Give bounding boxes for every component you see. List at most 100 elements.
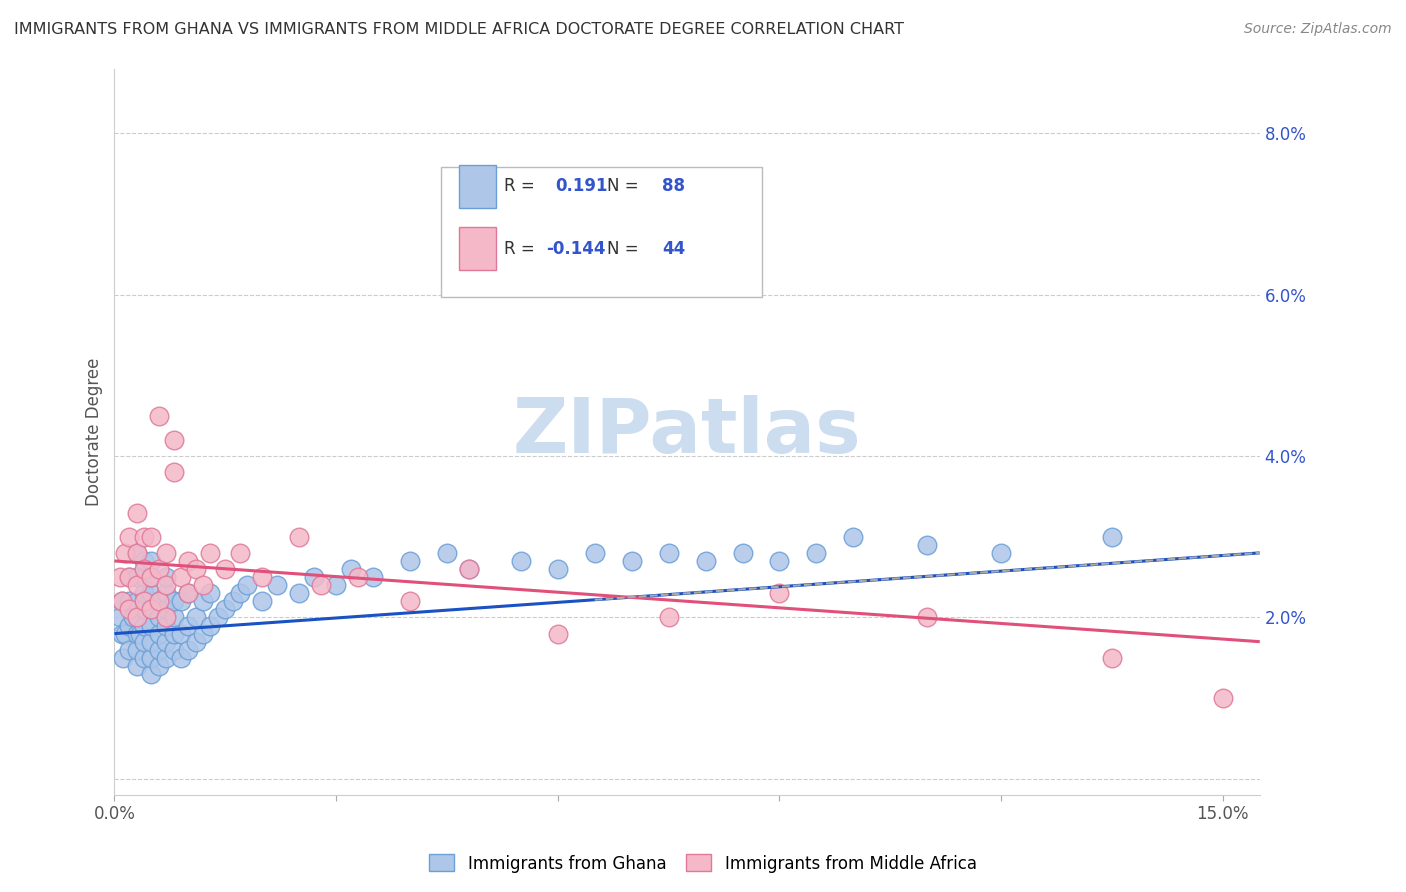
Point	[125, 594, 148, 608]
Point	[148, 562, 170, 576]
FancyBboxPatch shape	[441, 167, 762, 297]
Point	[141, 602, 163, 616]
Point	[170, 626, 193, 640]
Point	[155, 546, 177, 560]
Point	[141, 554, 163, 568]
Point	[155, 578, 177, 592]
Point	[288, 530, 311, 544]
Y-axis label: Doctorate Degree: Doctorate Degree	[86, 358, 103, 506]
Point	[141, 602, 163, 616]
Point	[125, 610, 148, 624]
Point	[148, 659, 170, 673]
Point	[768, 586, 790, 600]
Point	[658, 546, 681, 560]
Point	[325, 578, 347, 592]
Point	[141, 634, 163, 648]
Point	[177, 618, 200, 632]
Point	[112, 650, 135, 665]
Point	[806, 546, 828, 560]
Point	[125, 570, 148, 584]
Point	[1101, 530, 1123, 544]
Point	[162, 433, 184, 447]
Point	[620, 554, 643, 568]
Point	[141, 570, 163, 584]
Point	[695, 554, 717, 568]
Point	[990, 546, 1012, 560]
Point	[170, 594, 193, 608]
Point	[118, 642, 141, 657]
Point	[111, 594, 134, 608]
Point	[162, 610, 184, 624]
Point	[148, 594, 170, 608]
Point	[547, 562, 569, 576]
Point	[118, 594, 141, 608]
Point	[458, 562, 481, 576]
Point	[125, 506, 148, 520]
Point	[141, 570, 163, 584]
Point	[1212, 691, 1234, 706]
Point	[340, 562, 363, 576]
Text: IMMIGRANTS FROM GHANA VS IMMIGRANTS FROM MIDDLE AFRICA DOCTORATE DEGREE CORRELAT: IMMIGRANTS FROM GHANA VS IMMIGRANTS FROM…	[14, 22, 904, 37]
Point	[148, 409, 170, 423]
Point	[184, 610, 207, 624]
Point	[141, 618, 163, 632]
Point	[132, 562, 155, 576]
Point	[361, 570, 384, 584]
Point	[118, 570, 141, 584]
Point	[148, 594, 170, 608]
Point	[214, 602, 236, 616]
Point	[170, 570, 193, 584]
Point	[214, 562, 236, 576]
Point	[583, 546, 606, 560]
Point	[236, 578, 259, 592]
Point	[125, 626, 148, 640]
Point	[162, 642, 184, 657]
Point	[658, 610, 681, 624]
Point	[200, 618, 222, 632]
Point	[170, 650, 193, 665]
Point	[162, 626, 184, 640]
Point	[184, 634, 207, 648]
Point	[191, 594, 214, 608]
Point	[132, 602, 155, 616]
Text: Source: ZipAtlas.com: Source: ZipAtlas.com	[1244, 22, 1392, 37]
Point	[842, 530, 865, 544]
Point	[125, 642, 148, 657]
Point	[162, 594, 184, 608]
Point	[191, 626, 214, 640]
Point	[132, 586, 155, 600]
Text: R =: R =	[503, 240, 540, 258]
Point	[118, 618, 141, 632]
FancyBboxPatch shape	[460, 165, 496, 208]
Point	[155, 610, 177, 624]
Text: R =: R =	[503, 178, 540, 195]
Point	[177, 642, 200, 657]
Point	[266, 578, 288, 592]
Point	[915, 610, 938, 624]
Text: ZIPatlas: ZIPatlas	[513, 395, 862, 469]
Point	[915, 538, 938, 552]
Point	[177, 554, 200, 568]
Point	[311, 578, 333, 592]
Point	[129, 626, 152, 640]
Point	[250, 570, 273, 584]
Point	[177, 586, 200, 600]
Point	[155, 618, 177, 632]
Point	[547, 626, 569, 640]
Text: N =: N =	[607, 178, 644, 195]
Point	[768, 554, 790, 568]
Text: 0.191: 0.191	[555, 178, 607, 195]
Point	[288, 586, 311, 600]
Text: 88: 88	[662, 178, 685, 195]
Point	[141, 650, 163, 665]
Point	[118, 570, 141, 584]
Point	[731, 546, 754, 560]
FancyBboxPatch shape	[460, 227, 496, 269]
Point	[111, 626, 134, 640]
Point	[114, 626, 136, 640]
Point	[399, 554, 422, 568]
Point	[347, 570, 370, 584]
Point	[132, 570, 155, 584]
Point	[458, 562, 481, 576]
Point	[399, 594, 422, 608]
